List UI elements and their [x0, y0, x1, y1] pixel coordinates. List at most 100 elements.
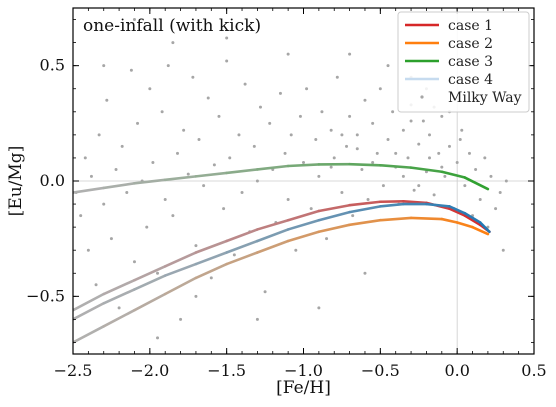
milky-way-point	[102, 64, 106, 68]
series-segment-case-3	[133, 178, 167, 185]
series-segment-case-3	[73, 186, 106, 194]
series-segment-case-4	[102, 288, 136, 305]
milky-way-point	[355, 133, 359, 137]
milky-way-point	[182, 128, 186, 132]
legend-label-case-2: case 2	[448, 36, 493, 52]
series-segment-case-1	[225, 228, 259, 243]
x-tick-label: 0.5	[521, 361, 546, 380]
milky-way-point	[278, 91, 282, 95]
series-segment-case-4	[448, 205, 467, 215]
series-segment-case-2	[286, 230, 321, 243]
milky-way-point	[252, 144, 256, 148]
chart-annotation: one-infall (with kick)	[83, 16, 261, 36]
milky-way-point	[217, 114, 221, 118]
milky-way-point	[289, 133, 293, 137]
milky-way-point	[332, 156, 336, 160]
milky-way-point	[371, 161, 375, 165]
milky-way-point	[309, 207, 313, 211]
milky-way-point	[194, 294, 198, 298]
series-segment-case-3	[440, 170, 467, 179]
milky-way-point	[89, 174, 93, 178]
milky-way-point	[428, 156, 432, 160]
series-segment-case-2	[455, 221, 474, 229]
series-segment-case-2	[133, 292, 167, 312]
legend-box	[397, 11, 530, 113]
milky-way-point	[381, 184, 385, 188]
series-segment-case-3	[194, 171, 228, 178]
series-segment-case-4	[256, 228, 290, 243]
milky-way-point	[255, 317, 259, 321]
milky-way-point	[314, 137, 318, 141]
series-segment-case-3	[225, 168, 259, 175]
milky-way-point	[504, 179, 508, 183]
series-segment-case-4	[194, 251, 228, 266]
legend-label-case-1: case 1	[448, 18, 493, 34]
series-segment-case-3	[102, 182, 136, 190]
milky-way-point	[401, 174, 405, 178]
milky-way-point	[243, 82, 247, 86]
milky-way-point	[360, 167, 364, 171]
milky-way-point	[163, 197, 167, 201]
model-curves	[73, 162, 491, 344]
series-segment-case-1	[73, 292, 106, 312]
series-segment-case-2	[73, 325, 106, 344]
series-segment-case-2	[317, 223, 351, 234]
milky-way-point	[240, 191, 244, 195]
series-segment-case-4	[225, 239, 259, 254]
milky-way-point	[498, 191, 502, 195]
series-case-2	[73, 216, 490, 344]
series-segment-case-3	[286, 163, 321, 168]
series-segment-case-4	[348, 205, 382, 214]
milky-way-point	[421, 119, 425, 123]
series-segment-case-1	[163, 251, 198, 268]
milky-way-point	[191, 75, 195, 79]
series-segment-case-1	[194, 239, 228, 254]
y-tick-label: 0.0	[40, 171, 65, 190]
milky-way-point	[212, 163, 216, 167]
milky-way-point	[225, 59, 229, 63]
milky-way-point	[463, 184, 467, 188]
milky-way-point	[417, 142, 421, 146]
milky-way-point	[345, 144, 349, 148]
milky-way-point	[225, 36, 229, 40]
series-segment-case-1	[102, 278, 136, 296]
x-tick-label: −1.0	[284, 361, 323, 380]
milky-way-point	[179, 317, 183, 321]
milky-way-point	[258, 105, 262, 109]
milky-way-point	[148, 87, 152, 91]
milky-way-point	[228, 156, 232, 160]
milky-way-point	[97, 133, 101, 137]
milky-way-point	[105, 98, 109, 102]
milky-way-point	[197, 137, 201, 141]
milky-way-point	[298, 114, 302, 118]
y-tick-label: 0.5	[40, 56, 65, 75]
milky-way-point	[232, 253, 236, 257]
milky-way-point	[391, 110, 395, 114]
milky-way-point	[447, 144, 451, 148]
milky-way-point	[458, 137, 462, 141]
milky-way-point	[156, 271, 160, 275]
milky-way-point	[455, 161, 459, 165]
milky-way-point	[501, 248, 505, 252]
series-case-3	[73, 162, 490, 194]
milky-way-point	[378, 87, 382, 91]
milky-way-point	[440, 165, 444, 169]
x-axis-label: [Fe/H]	[276, 378, 331, 398]
milky-way-point	[340, 133, 344, 137]
milky-way-point	[156, 336, 160, 340]
series-segment-case-4	[425, 202, 451, 208]
milky-way-point	[83, 156, 87, 160]
legend-label-case-4: case 4	[448, 72, 493, 88]
milky-way-point	[478, 197, 482, 201]
milky-way-point	[186, 172, 190, 176]
series-segment-case-1	[256, 218, 290, 231]
milky-way-point	[363, 271, 367, 275]
x-tick-label: −1.5	[207, 361, 246, 380]
legend-label-milky-way: Milky Way	[448, 90, 522, 106]
milky-way-point	[412, 188, 416, 192]
axis-ticks: −2.5 −2.0 −1.5 −1.0 −0.5 0.0 0.5 −0.5 0.0 0.5	[26, 8, 547, 380]
milky-way-point	[467, 151, 471, 155]
milky-way-point	[428, 133, 432, 137]
x-tick-label: −0.5	[361, 361, 400, 380]
series-segment-case-2	[194, 262, 228, 280]
